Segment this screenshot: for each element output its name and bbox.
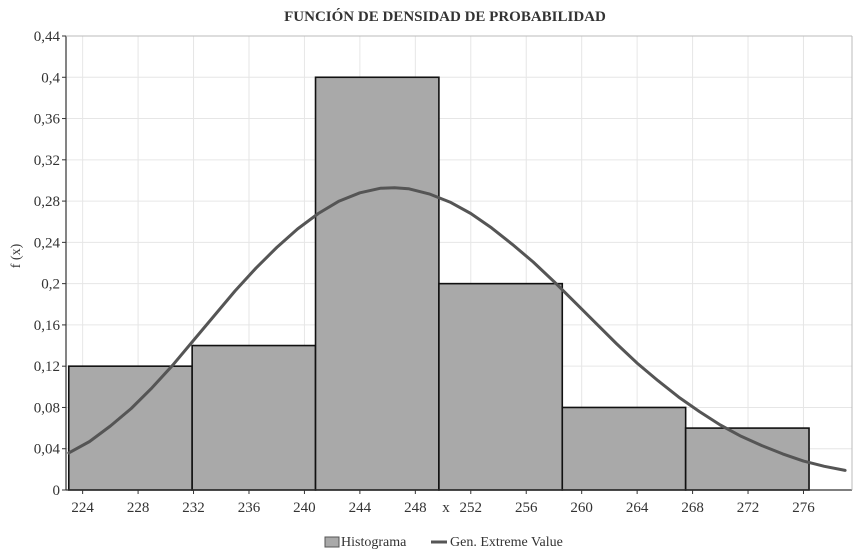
legend-label-histograma: Histograma xyxy=(341,535,407,550)
histogram-bar xyxy=(67,365,193,491)
y-tick-label: 0,08 xyxy=(34,400,60,416)
x-tick-label: 228 xyxy=(127,500,150,516)
y-tick-label: 0,32 xyxy=(34,153,60,169)
x-tick-label: 252 xyxy=(460,500,483,516)
x-tick-label: 232 xyxy=(182,500,205,516)
x-tick-label: 224 xyxy=(71,500,94,516)
x-axis-label: x xyxy=(442,500,450,516)
x-tick-label: 248 xyxy=(404,500,427,516)
legend-label-gev: Gen. Extreme Value xyxy=(450,535,563,550)
x-tick-label: 268 xyxy=(681,500,704,516)
y-tick-labels: 0 0,04 0,08 0,12 0,16 0,2 0,24 0,28 0,32 0,36 0,4 0… xyxy=(34,29,66,499)
histogram-bar xyxy=(561,406,687,491)
y-tick-label: 0,4 xyxy=(41,70,60,86)
x-tick-label: 276 xyxy=(792,500,815,516)
y-tick-label: 0,36 xyxy=(34,112,61,128)
legend-swatch-histograma xyxy=(324,536,340,548)
y-tick-label: 0,16 xyxy=(34,318,61,334)
x-tick-label: 244 xyxy=(349,500,372,516)
y-tick-label: 0,28 xyxy=(34,194,60,210)
y-tick-label: 0,12 xyxy=(34,359,60,375)
y-tick-label: 0,04 xyxy=(34,442,61,458)
axes xyxy=(65,35,853,491)
gev-curve-line xyxy=(67,186,847,472)
y-tick-label: 0,24 xyxy=(34,235,61,251)
y-tick-label: 0 xyxy=(53,483,61,499)
gev-curve-layer xyxy=(67,186,847,472)
y-axis-label: f (x) xyxy=(9,243,24,268)
x-tick-label: 272 xyxy=(737,500,760,516)
histogram-bar xyxy=(314,76,440,491)
x-tick-label: 260 xyxy=(570,500,593,516)
x-tick-label: 240 xyxy=(293,500,316,516)
chart-title: FUNCIÓN DE DENSIDAD DE PROBABILIDAD xyxy=(284,8,606,25)
histogram-bar xyxy=(438,282,564,491)
histogram-bar xyxy=(684,427,810,491)
x-tick-label: 264 xyxy=(626,500,649,516)
legend: Histograma Gen. Extreme Value xyxy=(324,535,563,550)
histogram-bar xyxy=(191,344,317,491)
x-tick-label: 236 xyxy=(238,500,261,516)
y-tick-label: 0,44 xyxy=(34,29,61,45)
x-tick-label: 256 xyxy=(515,500,538,516)
x-tick-labels: 224 228 232 236 240 244 248 252 256 260 264 268 272 2… xyxy=(71,490,815,516)
y-tick-label: 0,2 xyxy=(41,277,60,293)
